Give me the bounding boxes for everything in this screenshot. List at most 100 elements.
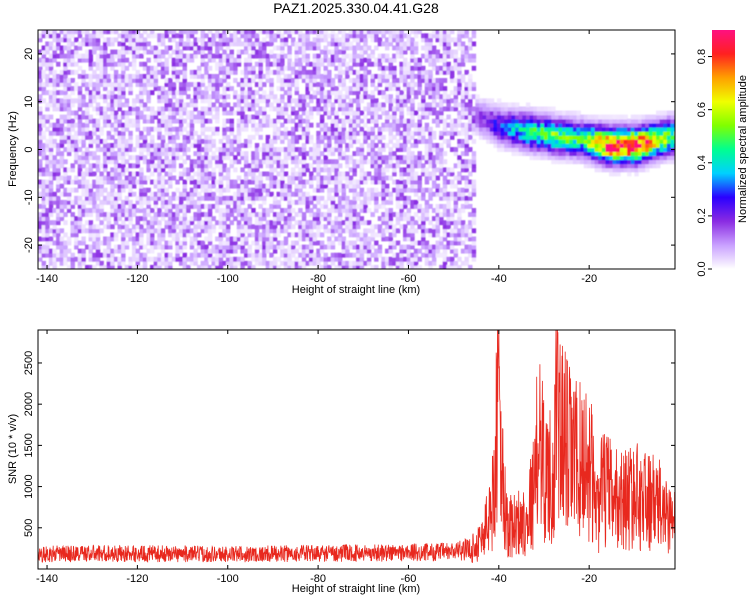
heatmap-cell [153,78,159,83]
heatmap-cell [84,191,90,197]
heatmap-cell [388,147,393,152]
heatmap-cell [84,73,90,79]
heatmap-cell [482,114,487,120]
heatmap-cell [236,134,242,140]
heatmap-cell [124,212,130,217]
heatmap-cell [189,33,195,39]
heatmap-cell [106,260,112,266]
heatmap-cell [254,110,260,116]
heatmap-cell [366,106,372,112]
heatmap-cell [207,49,213,55]
heatmap-cell [428,33,433,39]
heatmap-cell [442,94,448,100]
heatmap-cell [95,203,101,209]
heatmap-cell [178,94,184,100]
heatmap-cell [222,163,227,169]
heatmap-cell [301,69,307,75]
heatmap-cell [301,151,307,157]
heatmap-cell [113,73,119,79]
heatmap-cell [38,191,43,197]
heatmap-cell [88,78,94,83]
heatmap-cell [110,143,115,148]
heatmap-cell [110,224,115,230]
heatmap-cell [240,110,245,116]
heatmap-cell [258,224,263,230]
heatmap-cell [374,240,379,246]
heatmap-cell [150,195,155,201]
heatmap-cell [48,212,54,217]
heatmap-cell [84,220,90,226]
heatmap-cell [305,163,310,169]
heatmap-cell [327,244,332,250]
heatmap-cell [121,114,126,120]
heatmap-cell [330,175,336,181]
heatmap-cell [384,143,390,148]
heatmap-cell [413,138,419,144]
heatmap-cell [283,183,289,189]
heatmap-cell [182,260,187,266]
heatmap-cell [381,216,386,222]
heatmap-cell [41,183,47,189]
heatmap-cell [207,86,213,92]
heatmap-cell [475,110,480,116]
heatmap-cell [356,203,361,209]
heatmap-cell [146,159,151,165]
heatmap-cell [182,167,187,173]
heatmap-cell [327,57,332,63]
heatmap-cell [410,236,415,242]
heatmap-cell [312,106,318,112]
heatmap-cell [316,102,321,108]
heatmap-cell [110,102,115,108]
heatmap-cell [92,41,97,47]
heatmap-cell [168,122,173,128]
heatmap-cell [103,138,108,144]
heatmap-cell [287,187,292,193]
heatmap-cell [113,163,119,169]
heatmap-cell [113,98,119,104]
heatmap-cell [280,138,285,144]
heatmap-cell [319,159,325,165]
heatmap-cell [348,106,354,112]
heatmap-cell [207,45,213,51]
heatmap-cell [403,45,408,51]
heatmap-cell [403,98,408,104]
heatmap-cell [207,65,213,71]
heatmap-cell [200,244,206,250]
heatmap-cell [95,61,101,67]
heatmap-cell [327,191,332,197]
heatmap-cell [287,244,292,250]
heatmap-cell [384,216,390,222]
heatmap-cell [207,252,213,258]
heatmap-cell [218,171,224,177]
heatmap-cell [442,98,448,104]
heatmap-cell [251,224,256,230]
heatmap-cell [280,78,285,83]
heatmap-cell [323,73,328,79]
heatmap-cell [345,240,350,246]
heatmap-cell [478,122,484,128]
heatmap-cell [468,110,473,116]
heatmap-cell [99,69,104,75]
heatmap-cell [92,195,97,201]
heatmap-cell [146,167,151,173]
heatmap-cell [106,53,112,59]
heatmap-cell [323,90,328,96]
heatmap-cell [160,236,166,242]
heatmap-cell [48,175,54,181]
heatmap-cell [66,203,72,209]
heatmap-cell [406,232,412,238]
heatmap-cell [334,143,339,148]
heatmap-cell [254,195,260,201]
heatmap-cell [359,57,365,63]
heatmap-cell [63,167,68,173]
heatmap-cell [399,90,404,96]
heatmap-cell [81,82,86,87]
heatmap-cell [301,248,307,254]
heatmap-cell [113,37,119,43]
heatmap-cell [460,228,466,234]
heatmap-cell [56,147,61,152]
heatmap-cell [309,41,314,47]
heatmap-cell [280,179,285,185]
heatmap-cell [204,236,209,242]
heatmap-cell [381,232,386,238]
